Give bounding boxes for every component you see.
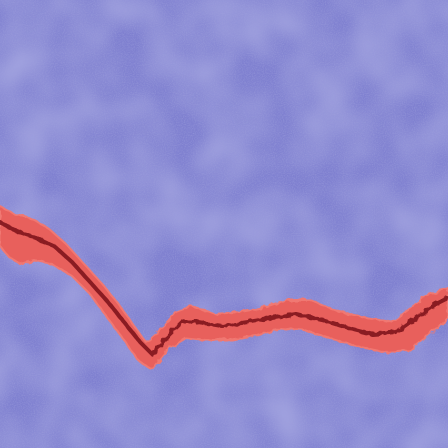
crack-mask — [0, 204, 448, 372]
crack-core — [0, 220, 448, 356]
crack-overlay — [0, 204, 448, 372]
